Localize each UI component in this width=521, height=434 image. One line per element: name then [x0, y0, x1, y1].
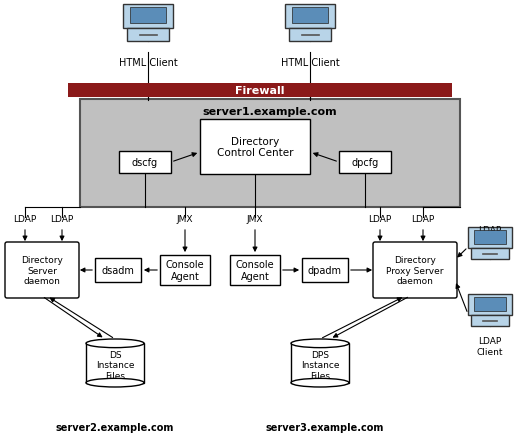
- Text: Directory
Server
daemon: Directory Server daemon: [21, 256, 63, 285]
- Ellipse shape: [291, 378, 349, 387]
- FancyBboxPatch shape: [291, 344, 349, 383]
- Text: dpcfg: dpcfg: [351, 158, 379, 168]
- FancyBboxPatch shape: [5, 243, 79, 298]
- Text: LDAP: LDAP: [14, 215, 36, 224]
- Text: LDAP: LDAP: [412, 215, 435, 224]
- Text: HTML Client: HTML Client: [119, 58, 177, 68]
- Text: LDAP
Client: LDAP Client: [477, 226, 503, 245]
- FancyBboxPatch shape: [289, 29, 331, 41]
- FancyBboxPatch shape: [86, 344, 144, 383]
- FancyBboxPatch shape: [472, 315, 508, 326]
- FancyBboxPatch shape: [95, 258, 141, 283]
- FancyBboxPatch shape: [200, 120, 310, 174]
- Text: dpadm: dpadm: [308, 265, 342, 275]
- FancyBboxPatch shape: [302, 258, 348, 283]
- Text: server3.example.com: server3.example.com: [266, 422, 384, 432]
- FancyBboxPatch shape: [80, 100, 460, 207]
- Text: Directory
Control Center: Directory Control Center: [217, 136, 293, 158]
- Text: Console
Agent: Console Agent: [235, 260, 275, 281]
- FancyBboxPatch shape: [468, 294, 512, 315]
- Ellipse shape: [291, 339, 349, 348]
- FancyBboxPatch shape: [230, 256, 280, 285]
- FancyBboxPatch shape: [123, 5, 173, 29]
- FancyBboxPatch shape: [472, 248, 508, 259]
- Text: DPS
Instance
Files: DPS Instance Files: [301, 350, 339, 380]
- FancyBboxPatch shape: [474, 230, 506, 244]
- Text: LDAP: LDAP: [51, 215, 73, 224]
- Text: dscfg: dscfg: [132, 158, 158, 168]
- Ellipse shape: [86, 339, 144, 348]
- FancyBboxPatch shape: [292, 8, 328, 24]
- Ellipse shape: [86, 378, 144, 387]
- Text: Console
Agent: Console Agent: [166, 260, 204, 281]
- FancyBboxPatch shape: [339, 151, 391, 174]
- FancyBboxPatch shape: [160, 256, 210, 285]
- Text: Firewall: Firewall: [235, 86, 285, 96]
- FancyBboxPatch shape: [127, 29, 169, 41]
- Text: dsadm: dsadm: [102, 265, 134, 275]
- Text: server2.example.com: server2.example.com: [56, 422, 174, 432]
- Text: JMX: JMX: [177, 215, 193, 224]
- FancyBboxPatch shape: [474, 297, 506, 311]
- FancyBboxPatch shape: [119, 151, 171, 174]
- FancyBboxPatch shape: [285, 5, 335, 29]
- Text: JMX: JMX: [247, 215, 263, 224]
- Text: HTML Client: HTML Client: [281, 58, 339, 68]
- Text: LDAP
Client: LDAP Client: [477, 336, 503, 356]
- Text: Directory
Proxy Server
daemon: Directory Proxy Server daemon: [386, 256, 444, 285]
- Text: LDAP: LDAP: [368, 215, 392, 224]
- FancyBboxPatch shape: [373, 243, 457, 298]
- Text: server1.example.com: server1.example.com: [203, 107, 337, 117]
- Text: DS
Instance
Files: DS Instance Files: [96, 350, 134, 380]
- FancyBboxPatch shape: [468, 227, 512, 248]
- FancyBboxPatch shape: [130, 8, 166, 24]
- FancyBboxPatch shape: [68, 84, 452, 98]
